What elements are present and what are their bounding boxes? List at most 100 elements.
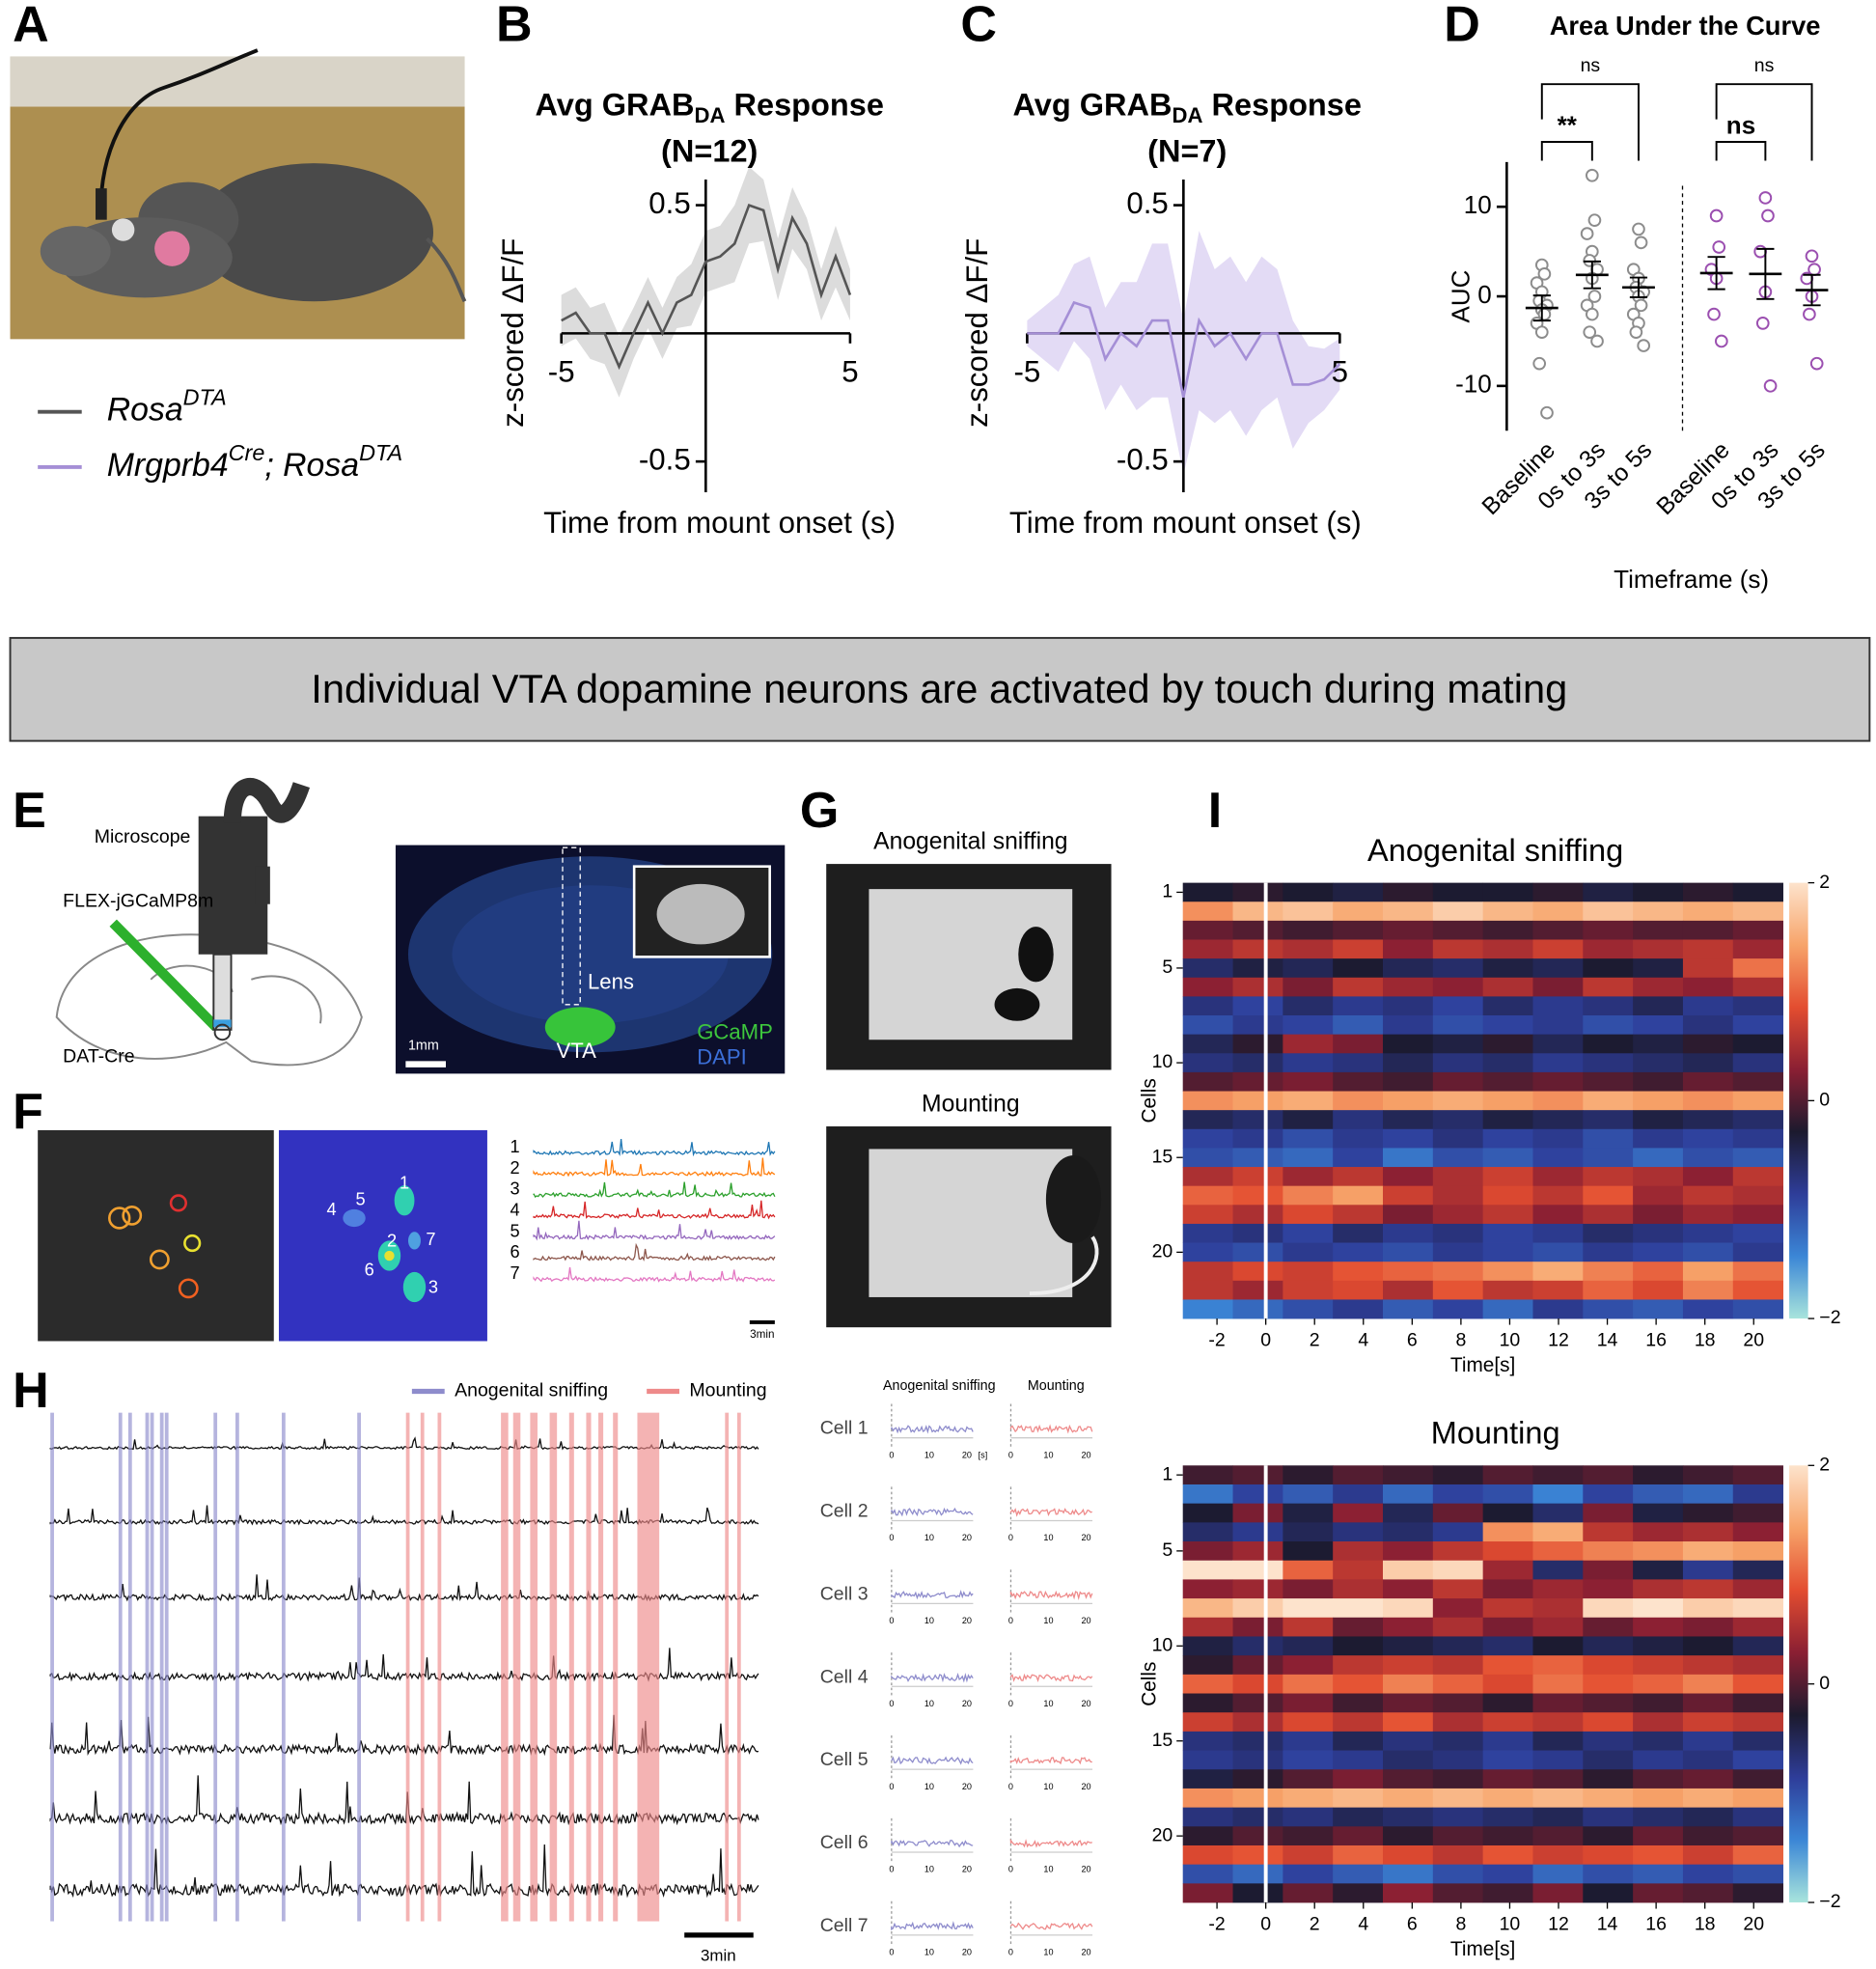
heatmap-cell	[1682, 1015, 1734, 1036]
heatmap-cell	[1682, 920, 1734, 940]
heatmap-cell	[1532, 1262, 1584, 1282]
heatmap-cell	[1283, 1185, 1334, 1206]
heatmap-cell	[1283, 1674, 1334, 1694]
heatmap-cell	[1283, 1883, 1334, 1903]
heatmap-cell	[1682, 939, 1734, 959]
heatmap-cell	[1532, 939, 1584, 959]
heatmap-cell	[1682, 1071, 1734, 1092]
mini-tick-label: 20	[962, 1699, 972, 1708]
heatmap-cell	[1182, 1034, 1233, 1054]
heatmap-cell	[1382, 1128, 1434, 1149]
heatmap-cell	[1732, 1731, 1783, 1751]
data-point	[1637, 339, 1651, 352]
error-bar	[1629, 276, 1648, 298]
event-window	[281, 1412, 286, 1922]
heatmap-cell	[1583, 1242, 1634, 1262]
activity-trace	[1009, 1922, 1093, 1930]
mini-tick-label: 10	[1043, 1782, 1053, 1791]
data-point	[1763, 379, 1778, 393]
heatmap-cell	[1532, 1205, 1584, 1225]
heatmap-cell	[1382, 1883, 1434, 1903]
heatmap-cell	[1532, 1655, 1584, 1676]
heatmap-cell	[1382, 1788, 1434, 1809]
heatmap-cell	[1682, 1110, 1734, 1130]
heatmap-cell	[1182, 1128, 1233, 1149]
heatmap-cell	[1532, 1807, 1584, 1827]
heatmap-cell	[1182, 920, 1233, 940]
heatmap-cell	[1532, 901, 1584, 922]
heatmap-cell	[1482, 1579, 1533, 1599]
mini-tick-label: 10	[1043, 1947, 1053, 1956]
mini-unit: [s]	[979, 1450, 988, 1459]
x-tick-label: 8	[1455, 1330, 1466, 1351]
heatmap-cell	[1382, 1579, 1434, 1599]
heatmap-cell	[1482, 1844, 1533, 1866]
heatmap-cell	[1432, 1750, 1484, 1770]
heatmap-cell	[1732, 1185, 1783, 1206]
heatmap-cell	[1232, 1223, 1283, 1243]
heatmap-cell	[1532, 1560, 1584, 1580]
heatmap-cell	[1583, 1223, 1634, 1243]
heatmap-cell	[1583, 1712, 1634, 1733]
heatmap-cell	[1283, 1522, 1334, 1542]
heatmap-cell	[1232, 882, 1283, 902]
heatmap-cell	[1633, 1731, 1684, 1751]
data-point	[1755, 317, 1770, 330]
heatmap-cell	[1532, 1071, 1584, 1092]
heatmap-cell	[1583, 1541, 1634, 1562]
activity-trace	[891, 1589, 974, 1600]
heatmap-cell	[1432, 1280, 1484, 1300]
error-bar	[1756, 247, 1775, 300]
event-window	[501, 1412, 509, 1922]
heatmap-cell	[1532, 1674, 1584, 1694]
mini-tick-label: 20	[1081, 1699, 1090, 1708]
heatmap-cell	[1482, 1034, 1533, 1054]
heatmap-cell	[1482, 1712, 1533, 1733]
heatmap-cell	[1583, 1071, 1634, 1092]
heatmap-cell	[1382, 1769, 1434, 1789]
x-tick-label: 20	[1743, 1330, 1764, 1351]
heatmap-cell	[1732, 1560, 1783, 1580]
heatmap-cell	[1333, 1750, 1384, 1770]
heatmap-cell	[1583, 1731, 1634, 1751]
trace-label: 3	[510, 1179, 519, 1199]
heatmap-cell	[1232, 1579, 1283, 1599]
heatmap-cell	[1583, 1053, 1634, 1073]
heatmap-cell	[1382, 1262, 1434, 1282]
heatmap-cell	[1482, 1883, 1533, 1903]
activity-trace	[891, 1425, 974, 1434]
data-point	[1532, 356, 1547, 371]
heatmap-cell	[1382, 1465, 1434, 1485]
heatmap-cell	[1583, 1465, 1634, 1485]
mini-tick-label: 0	[889, 1533, 894, 1542]
mini-tick-label: 10	[1043, 1699, 1053, 1708]
heatmap-cell	[1482, 1091, 1533, 1111]
heatmap-cell	[1283, 1712, 1334, 1733]
heatmap-cell	[1382, 1148, 1434, 1168]
y-axis-label: z-scored ΔF/F	[496, 238, 530, 428]
heatmap-cell	[1583, 1148, 1634, 1168]
heatmap-cell	[1732, 1617, 1783, 1637]
heatmap-cell	[1583, 1598, 1634, 1619]
heatmap-cell	[1732, 1769, 1783, 1789]
heatmap-cell	[1283, 920, 1334, 940]
colorbar-tick-label: 2	[1819, 1454, 1830, 1475]
mini-tick-label: 10	[924, 1947, 934, 1956]
heatmap-cell	[1283, 1788, 1334, 1809]
heatmap-cell	[1732, 1598, 1783, 1619]
data-point	[1583, 325, 1597, 339]
mini-tick-label: 20	[962, 1782, 972, 1791]
x-tick-label: 2	[1310, 1914, 1320, 1935]
heatmap-cell	[1532, 920, 1584, 940]
heatmap-cell	[1583, 1262, 1634, 1282]
heatmap-cell	[1232, 1826, 1283, 1846]
heatmap-cell	[1583, 1826, 1634, 1846]
heatmap-cell	[1182, 1693, 1233, 1713]
heatmap-cell	[1232, 1484, 1283, 1505]
heatmap-cell	[1182, 1299, 1233, 1319]
trace-label: 2	[510, 1158, 519, 1178]
heatmap-cell	[1283, 1299, 1334, 1319]
x-tick-label: 6	[1407, 1330, 1418, 1351]
data-point	[1753, 244, 1767, 259]
heatmap-cell	[1283, 1128, 1334, 1149]
